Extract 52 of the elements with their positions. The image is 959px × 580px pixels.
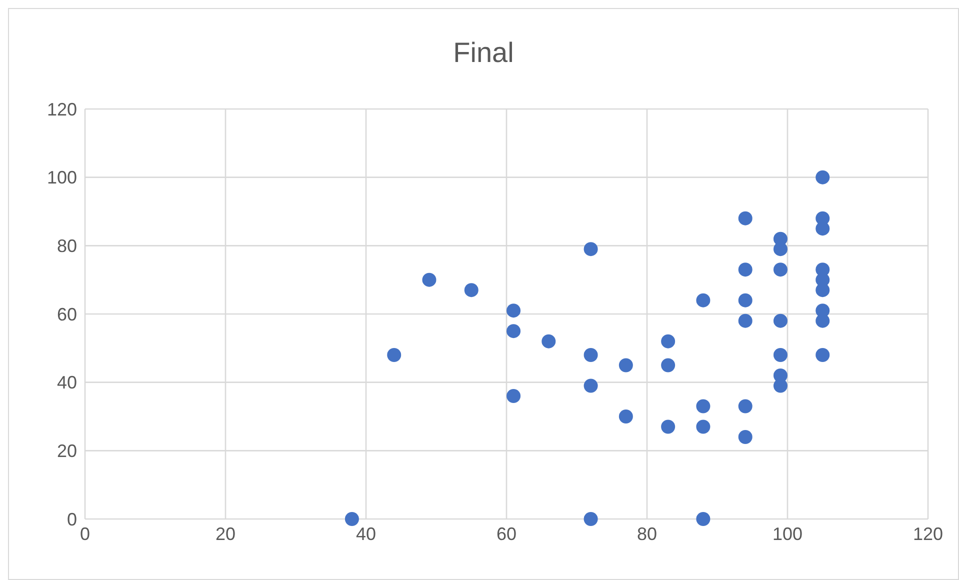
point — [661, 358, 676, 372]
x-tick-label: 60 — [496, 524, 517, 544]
x-tick-label: 0 — [80, 524, 90, 544]
point — [816, 170, 830, 184]
point — [773, 242, 788, 256]
point — [696, 512, 710, 526]
point — [738, 262, 752, 277]
point — [738, 399, 752, 414]
point — [738, 314, 752, 328]
y-tick-label: 120 — [46, 99, 77, 120]
point — [344, 512, 359, 526]
y-tick-label: 80 — [56, 236, 77, 256]
point — [422, 272, 436, 287]
point — [773, 348, 788, 362]
x-tick-label: 120 — [912, 524, 944, 544]
point — [542, 334, 556, 348]
y-tick-label: 60 — [56, 304, 77, 324]
y-tick-label: 20 — [56, 441, 77, 462]
point — [816, 314, 830, 328]
x-tick-label: 100 — [772, 524, 803, 544]
point — [773, 378, 788, 393]
y-tick-label: 0 — [66, 509, 77, 530]
point — [738, 293, 752, 308]
point — [584, 512, 598, 526]
chart-title: Final — [452, 37, 515, 69]
x-tick-label: 40 — [356, 524, 376, 544]
point — [506, 389, 521, 403]
point — [738, 211, 752, 226]
point — [696, 420, 710, 434]
point — [816, 283, 830, 298]
point — [618, 358, 633, 372]
point — [738, 430, 752, 444]
point — [773, 262, 788, 277]
point — [506, 304, 521, 318]
point — [816, 348, 830, 362]
point — [816, 222, 830, 236]
point — [696, 399, 710, 414]
point — [464, 283, 478, 298]
point — [661, 420, 676, 434]
point — [584, 242, 598, 256]
point — [696, 293, 710, 308]
point — [773, 314, 788, 328]
point — [584, 348, 598, 362]
point — [506, 324, 521, 338]
x-tick-label: 20 — [215, 524, 236, 544]
point — [387, 348, 402, 362]
point — [584, 378, 598, 393]
y-tick-label: 40 — [56, 372, 77, 393]
point — [618, 410, 633, 424]
x-tick-label: 80 — [636, 524, 658, 544]
point — [661, 334, 676, 348]
y-tick-label: 100 — [46, 168, 77, 188]
